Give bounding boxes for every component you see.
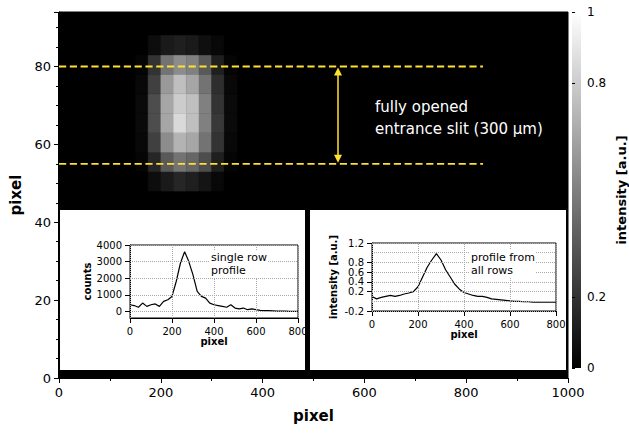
- svg-text:40: 40: [34, 215, 51, 230]
- svg-text:1000: 1000: [551, 385, 584, 400]
- svg-text:0.6: 0.6: [348, 267, 364, 278]
- svg-text:0.2: 0.2: [587, 290, 606, 304]
- svg-text:400: 400: [454, 319, 473, 330]
- svg-text:all rows: all rows: [471, 264, 513, 277]
- svg-text:80: 80: [34, 59, 51, 74]
- svg-text:intensity [a.u.]: intensity [a.u.]: [328, 235, 339, 319]
- svg-text:pixel: pixel: [293, 407, 334, 425]
- svg-text:1: 1: [587, 5, 595, 19]
- svg-text:0: 0: [587, 361, 595, 375]
- svg-text:800: 800: [454, 385, 479, 400]
- svg-text:200: 200: [408, 319, 427, 330]
- svg-text:0.2: 0.2: [348, 286, 364, 297]
- svg-text:-0.2: -0.2: [344, 306, 364, 317]
- svg-text:entrance slit (300 µm): entrance slit (300 µm): [375, 120, 543, 138]
- svg-text:0: 0: [127, 326, 133, 337]
- svg-text:single row: single row: [211, 251, 267, 264]
- svg-text:intensity [a.u.]: intensity [a.u.]: [614, 135, 629, 244]
- svg-text:0: 0: [43, 371, 51, 386]
- svg-text:pixel: pixel: [450, 329, 477, 340]
- svg-text:0: 0: [369, 319, 375, 330]
- svg-text:800: 800: [288, 326, 307, 337]
- svg-text:4000: 4000: [97, 240, 122, 251]
- svg-text:800: 800: [546, 319, 565, 330]
- svg-text:fully opened: fully opened: [375, 98, 468, 116]
- svg-text:1.2: 1.2: [348, 238, 364, 249]
- svg-text:20: 20: [34, 293, 51, 308]
- svg-text:profile from: profile from: [471, 251, 535, 264]
- svg-text:0.8: 0.8: [348, 257, 364, 268]
- svg-text:2000: 2000: [97, 273, 122, 284]
- svg-text:60: 60: [34, 137, 51, 152]
- svg-text:600: 600: [352, 385, 377, 400]
- svg-text:600: 600: [500, 319, 519, 330]
- svg-text:400: 400: [250, 385, 275, 400]
- svg-text:1000: 1000: [97, 289, 122, 300]
- svg-text:3000: 3000: [97, 256, 122, 267]
- svg-text:0.4: 0.4: [348, 276, 364, 287]
- svg-text:200: 200: [162, 326, 181, 337]
- svg-text:0: 0: [55, 385, 63, 400]
- svg-text:0: 0: [116, 306, 122, 317]
- svg-text:600: 600: [246, 326, 265, 337]
- svg-text:400: 400: [204, 326, 223, 337]
- svg-text:200: 200: [148, 385, 173, 400]
- svg-text:0.8: 0.8: [587, 76, 606, 90]
- svg-text:profile: profile: [211, 264, 246, 277]
- svg-text:counts: counts: [82, 263, 93, 301]
- svg-text:pixel: pixel: [7, 175, 25, 216]
- svg-text:pixel: pixel: [200, 336, 227, 347]
